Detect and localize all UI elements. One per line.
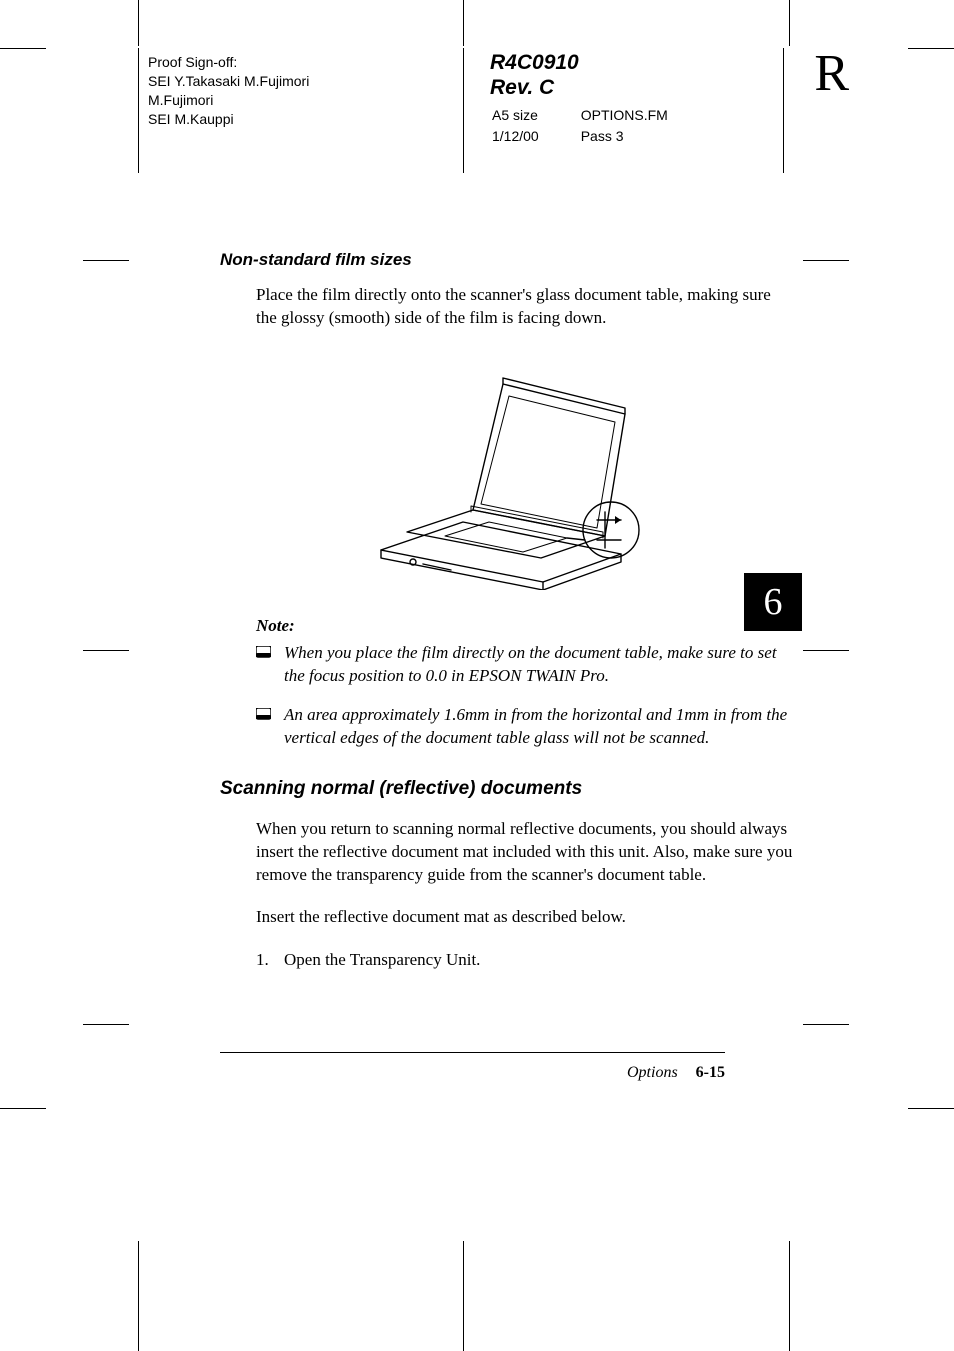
doc-pass: Pass 3 [581, 127, 708, 146]
page-header: Proof Sign-off: SEI Y.Takasaki M.Fujimor… [138, 48, 849, 173]
heading-reflective: Scanning normal (reflective) documents [220, 778, 795, 800]
note-list: When you place the film directly on the … [256, 642, 795, 750]
signoff-line: M.Fujimori [148, 91, 309, 110]
note-text: An area approximately 1.6mm in from the … [284, 704, 795, 750]
note-bullet-icon [256, 642, 284, 688]
list-text: Open the Transparency Unit. [284, 949, 480, 972]
doc-rev: Rev. C [490, 75, 710, 100]
note-text: When you place the film directly on the … [284, 642, 795, 688]
proof-signoff-block: Proof Sign-off: SEI Y.Takasaki M.Fujimor… [148, 53, 309, 129]
footer-rule [220, 1052, 725, 1053]
body-paragraph: Place the film directly onto the scanner… [256, 284, 795, 330]
scanner-illustration [353, 350, 663, 590]
body-paragraph: When you return to scanning normal refle… [256, 818, 795, 887]
doc-id-block: R4C0910 Rev. C A5 size OPTIONS.FM 1/12/0… [490, 50, 710, 148]
signoff-line: SEI Y.Takasaki M.Fujimori [148, 72, 309, 91]
note-item: An area approximately 1.6mm in from the … [256, 704, 795, 750]
list-number: 1. [256, 949, 284, 972]
note-item: When you place the film directly on the … [256, 642, 795, 688]
note-bullet-icon [256, 704, 284, 750]
subheading-non-standard: Non-standard film sizes [220, 250, 795, 270]
doc-size: A5 size [492, 106, 579, 125]
doc-file: OPTIONS.FM [581, 106, 708, 125]
footer-section: Options [627, 1064, 678, 1081]
page-body: Non-standard film sizes Place the film d… [220, 250, 795, 986]
numbered-list: 1. Open the Transparency Unit. [256, 949, 795, 972]
footer-page: 6-15 [696, 1064, 725, 1081]
page-footer: Options 6-15 [220, 1064, 725, 1082]
doc-date: 1/12/00 [492, 127, 579, 146]
doc-id: R4C0910 [490, 50, 710, 75]
list-item: 1. Open the Transparency Unit. [256, 949, 795, 972]
body-paragraph: Insert the reflective document mat as de… [256, 906, 795, 929]
signoff-line: SEI M.Kauppi [148, 110, 309, 129]
note-label: Note: [256, 616, 795, 636]
signoff-title: Proof Sign-off: [148, 53, 309, 72]
page-side-letter: R [814, 48, 849, 100]
